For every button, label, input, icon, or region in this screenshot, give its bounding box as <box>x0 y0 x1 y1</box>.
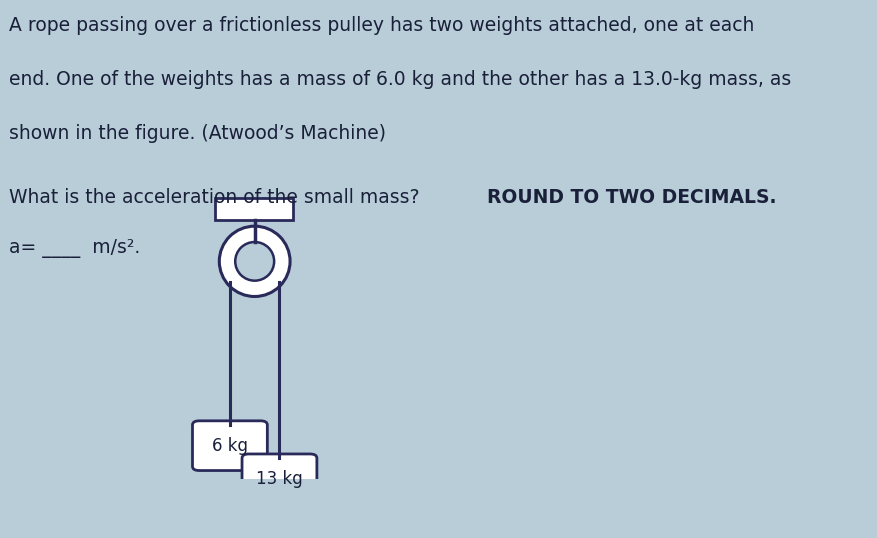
Text: shown in the figure. (Atwood’s Machine): shown in the figure. (Atwood’s Machine) <box>9 124 385 143</box>
FancyBboxPatch shape <box>215 199 293 220</box>
FancyBboxPatch shape <box>192 421 267 471</box>
Text: 13 kg: 13 kg <box>256 470 303 488</box>
Text: What is the acceleration of the small mass?: What is the acceleration of the small ma… <box>9 188 424 207</box>
Text: end. One of the weights has a mass of 6.0 kg and the other has a 13.0-kg mass, a: end. One of the weights has a mass of 6.… <box>9 70 790 89</box>
Text: A rope passing over a frictionless pulley has two weights attached, one at each: A rope passing over a frictionless pulle… <box>9 16 753 35</box>
Ellipse shape <box>219 226 289 296</box>
Ellipse shape <box>235 242 274 281</box>
Text: 6 kg: 6 kg <box>211 437 247 455</box>
FancyBboxPatch shape <box>242 454 317 504</box>
Text: a= ____  m/s².: a= ____ m/s². <box>9 239 139 258</box>
Text: ROUND TO TWO DECIMALS.: ROUND TO TWO DECIMALS. <box>487 188 776 207</box>
